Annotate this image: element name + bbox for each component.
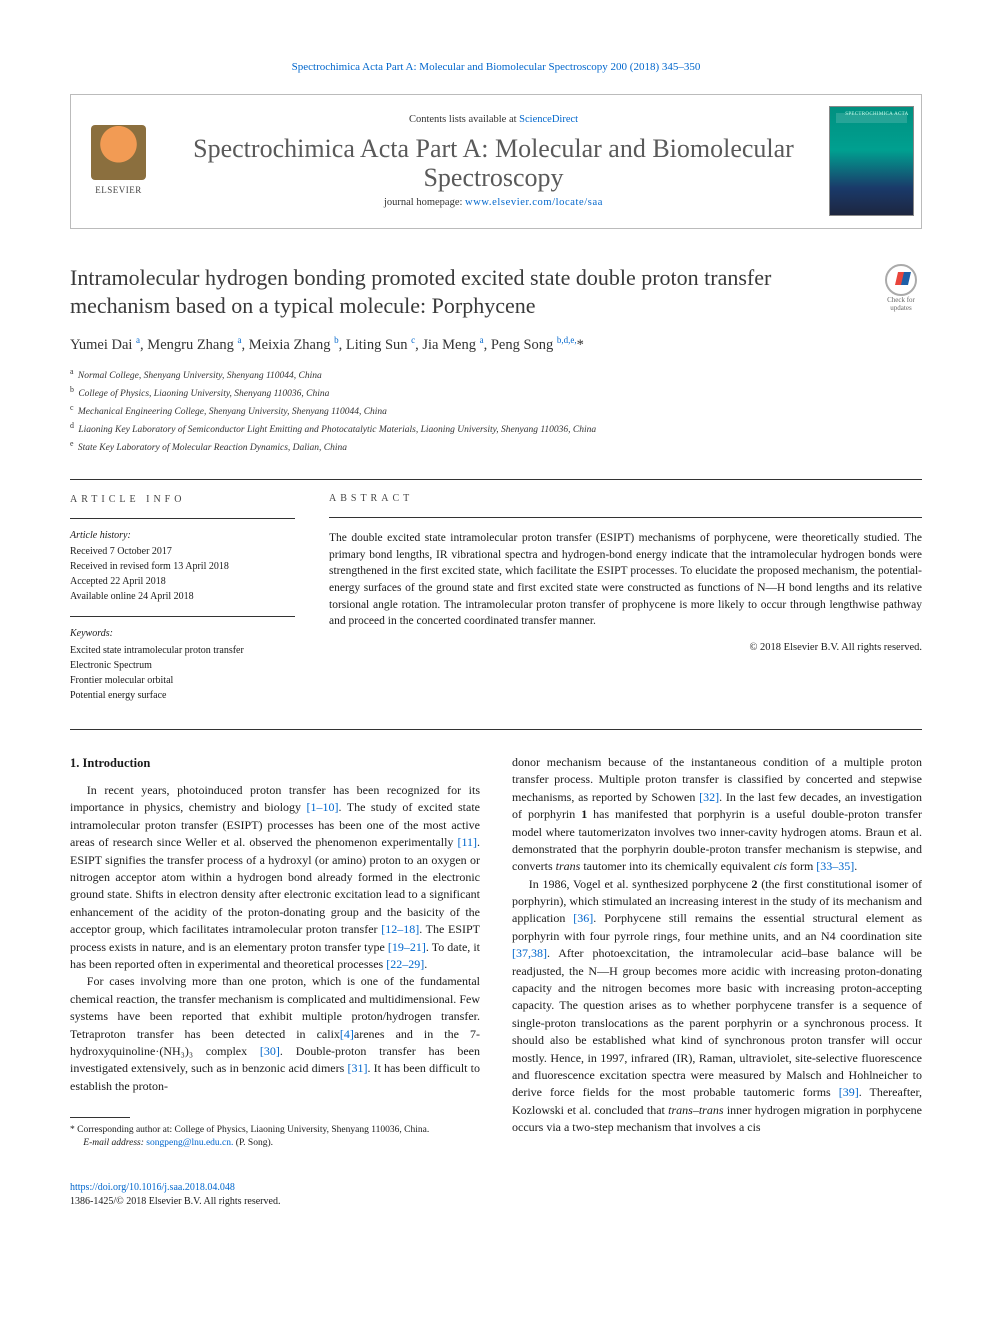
crossmark-icon [885,264,917,296]
keywords-label: Keywords: [70,627,295,642]
corr-email-link[interactable]: songpeng@lnu.edu.cn. [146,1138,233,1148]
history-label: Article history: [70,529,295,544]
history-online: Available online 24 April 2018 [70,589,295,604]
top-citation: Spectrochimica Acta Part A: Molecular an… [70,60,922,76]
doi-link[interactable]: https://doi.org/10.1016/j.saa.2018.04.04… [70,1182,235,1193]
corresponding-footnote: * Corresponding author at: College of Ph… [70,1124,480,1151]
keyword-4: Potential energy surface [70,688,295,703]
page-footer: https://doi.org/10.1016/j.saa.2018.04.04… [70,1181,922,1210]
section-1-heading: 1. Introduction [70,754,480,772]
footnote-rule [70,1117,130,1118]
cover-thumb-cell: SPECTROCHIMICA ACTA [821,95,921,228]
body-columns: 1. Introduction In recent years, photoin… [70,754,922,1151]
contents-line: Contents lists available at ScienceDirec… [174,112,813,127]
abstract-col: abstract The double excited state intram… [329,480,922,703]
body-col-right: donor mechanism because of the instantan… [512,754,922,1151]
copyright-line: © 2018 Elsevier B.V. All rights reserved… [329,640,922,655]
cover-label: SPECTROCHIMICA ACTA [845,111,908,118]
affiliations: a Normal College, Shenyang University, S… [70,366,922,455]
history-revised: Received in revised form 13 April 2018 [70,559,295,574]
article-title: Intramolecular hydrogen bonding promoted… [70,264,850,320]
body-col-left: 1. Introduction In recent years, photoin… [70,754,480,1151]
body-para-2: For cases involving more than one proton… [70,973,480,1095]
article-info-heading: article info [70,481,295,518]
body-para-4: In 1986, Vogel et al. synthesized porphy… [512,876,922,1137]
body-para-1: In recent years, photoinduced proton tra… [70,782,480,973]
keyword-2: Electronic Spectrum [70,658,295,673]
header-center: Contents lists available at ScienceDirec… [166,95,821,228]
journal-header-box: ELSEVIER Contents lists available at Sci… [70,94,922,229]
publisher-logo-cell: ELSEVIER [71,95,166,228]
elsevier-tree-icon [91,125,146,180]
info-abstract-row: article info Article history: Received 7… [70,479,922,703]
history-accepted: Accepted 22 April 2018 [70,574,295,589]
issn-line: 1386-1425/© 2018 Elsevier B.V. All right… [70,1196,280,1207]
top-citation-link[interactable]: Spectrochimica Acta Part A: Molecular an… [292,61,701,73]
journal-cover-thumb: SPECTROCHIMICA ACTA [829,106,914,216]
check-updates-badge[interactable]: Check forupdates [880,264,922,312]
homepage-line: journal homepage: www.elsevier.com/locat… [174,195,813,210]
body-para-3: donor mechanism because of the instantan… [512,754,922,876]
elsevier-logo: ELSEVIER [91,125,146,197]
keyword-1: Excited state intramolecular proton tran… [70,643,295,658]
journal-name: Spectrochimica Acta Part A: Molecular an… [174,134,813,194]
sciencedirect-link[interactable]: ScienceDirect [519,114,578,125]
abstract-text: The double excited state intramolecular … [329,528,922,630]
info-bottom-rule [70,729,922,730]
keyword-3: Frontier molecular orbital [70,673,295,688]
abstract-heading: abstract [329,480,922,517]
journal-homepage-link[interactable]: www.elsevier.com/locate/saa [465,197,603,208]
elsevier-wordmark: ELSEVIER [91,184,146,197]
history-received: Received 7 October 2017 [70,544,295,559]
article-info-col: article info Article history: Received 7… [70,480,295,703]
check-updates-text: Check forupdates [880,297,922,312]
authors-line: Yumei Dai a, Mengru Zhang a, Meixia Zhan… [70,334,922,356]
